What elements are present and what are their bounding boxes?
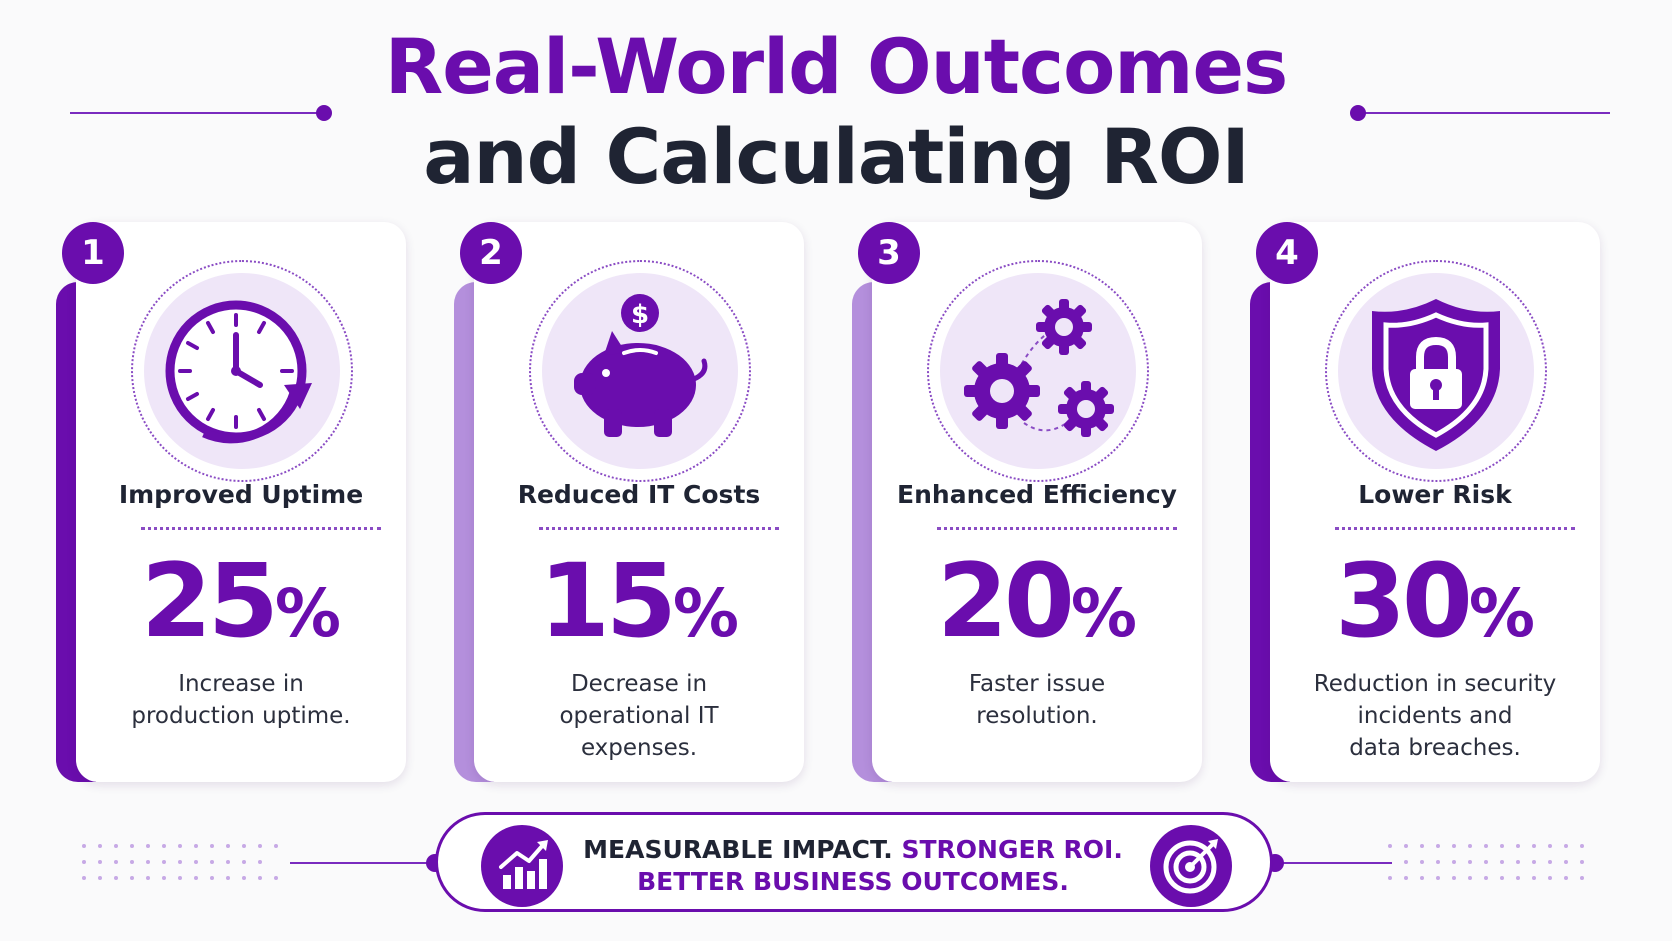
card-divider (1335, 527, 1575, 530)
card-value-number: 15 (538, 542, 677, 661)
banner-subline: BETTER BUSINESS OUTCOMES. (637, 867, 1069, 896)
banner-text-purple: STRONGER ROI. (901, 835, 1123, 864)
card-divider (539, 527, 779, 530)
description-line: Increase in (178, 671, 304, 697)
card-title: Enhanced Efficiency (897, 480, 1177, 509)
card-percentage: 15% (474, 542, 804, 674)
description-line: Reduction in security (1313, 671, 1557, 697)
card-value-unit: % (1468, 575, 1536, 652)
banner-text-dark: MEASURABLE IMPACT. (583, 835, 893, 864)
icon-ring (131, 260, 353, 482)
card-description: Decrease in operational IT expenses. (499, 668, 779, 764)
card-description: Increase in production uptime. (101, 668, 381, 732)
outcome-card-risk: 4 Lower Risk 30% Reduction in security i… (1250, 222, 1600, 782)
header-dot-right (1350, 105, 1366, 121)
description-line: Decrease in (570, 671, 708, 697)
description-line: production uptime. (131, 703, 351, 729)
card-number-badge: 3 (858, 222, 920, 284)
card-value-unit: % (274, 575, 342, 652)
card-divider (141, 527, 381, 530)
banner-headline: MEASURABLE IMPACT. STRONGER ROI. (563, 835, 1143, 865)
gears-icon (940, 273, 1136, 469)
icon-ring (927, 260, 1149, 482)
card-title: Reduced IT Costs (517, 480, 761, 509)
description-line: resolution. (976, 703, 1098, 729)
banner-rule-left (290, 862, 432, 864)
piggy-bank-icon: $ (542, 273, 738, 469)
header-dot-left (316, 105, 332, 121)
card-description: Faster issue resolution. (897, 668, 1177, 732)
outcome-card-uptime: 1 (56, 222, 406, 782)
card-value-number: 20 (936, 542, 1075, 661)
card-value-unit: % (1070, 575, 1138, 652)
card-percentage: 20% (872, 542, 1202, 674)
page-title-line1: Real-World Outcomes (384, 22, 1289, 111)
clock-refresh-icon (144, 273, 340, 469)
card-title: Lower Risk (1358, 480, 1512, 509)
page-title-line2: and Calculating ROI (423, 112, 1250, 201)
summary-banner: MEASURABLE IMPACT. STRONGER ROI. BETTER … (435, 812, 1273, 912)
card-number-badge: 2 (460, 222, 522, 284)
card-percentage: 30% (1270, 542, 1600, 674)
description-line: incidents and (1357, 703, 1513, 729)
card-number-badge: 1 (62, 222, 124, 284)
dot-pattern-right (1388, 844, 1584, 880)
card-percentage: 25% (76, 542, 406, 674)
header-rule-left (70, 112, 324, 114)
growth-chart-icon (481, 825, 563, 907)
card-value-number: 30 (1334, 542, 1473, 661)
card-value-number: 25 (140, 542, 279, 661)
card-value-unit: % (672, 575, 740, 652)
icon-ring (1325, 260, 1547, 482)
dot-pattern-left (82, 844, 278, 880)
description-line: data breaches. (1349, 735, 1521, 761)
card-number-badge: 4 (1256, 222, 1318, 284)
header-rule-right (1358, 112, 1610, 114)
svg-text:$: $ (631, 300, 649, 330)
description-line: Faster issue (968, 671, 1106, 697)
icon-ring: $ (529, 260, 751, 482)
card-title: Improved Uptime (118, 480, 364, 509)
shield-lock-icon (1338, 273, 1534, 469)
target-icon (1150, 825, 1232, 907)
banner-rule-right (1282, 862, 1392, 864)
card-divider (937, 527, 1177, 530)
card-description: Reduction in security incidents and data… (1295, 668, 1575, 764)
description-line: operational IT expenses. (559, 703, 719, 761)
outcome-card-costs: 2 $ Reduced IT Costs 15% Decrease in ope… (454, 222, 804, 782)
outcome-card-efficiency: 3 (852, 222, 1202, 782)
